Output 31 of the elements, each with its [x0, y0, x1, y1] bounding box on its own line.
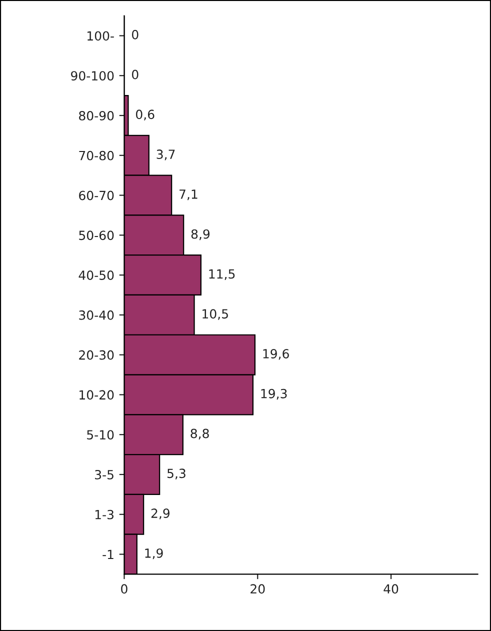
data-label: 10,5 — [202, 309, 228, 320]
data-label: 19,6 — [263, 348, 289, 360]
data-label: 0 — [132, 70, 138, 80]
x-tick-label: 20 — [250, 584, 265, 594]
data-label: 5,3 — [167, 468, 186, 480]
y-tick-label: 20-30 — [79, 350, 114, 360]
data-label: 1,9 — [145, 548, 163, 560]
y-tick-label: 70-80 — [79, 150, 114, 160]
y-tick-label: -1 — [102, 550, 114, 560]
y-tick-label: 40-50 — [78, 270, 114, 280]
y-tick-label: 60-70 — [79, 190, 114, 200]
x-tick-label: 40 — [384, 584, 398, 594]
y-tick-label: 80-90 — [79, 110, 114, 120]
y-tick-label: 3-5 — [95, 470, 114, 480]
data-label: 3,7 — [156, 150, 175, 160]
x-tick-label: 0 — [121, 584, 128, 594]
data-label: 19,3 — [261, 388, 287, 400]
y-tick-label: 5-10 — [87, 430, 114, 440]
data-label: 8,8 — [190, 428, 209, 440]
y-tick-label: 10-20 — [80, 390, 114, 400]
data-label: 2,9 — [151, 508, 170, 520]
y-tick-label: 90-100 — [71, 71, 114, 81]
data-label: 0,6 — [136, 110, 154, 120]
data-label: 8,9 — [191, 229, 210, 240]
y-tick-label: 100- — [88, 31, 114, 41]
y-tick-label: 30-40 — [79, 310, 114, 320]
data-label: 0 — [132, 30, 138, 40]
y-tick-label: 1-3 — [95, 510, 114, 520]
data-label: 11,5 — [209, 269, 235, 280]
data-label: 7,1 — [180, 190, 198, 200]
y-tick-label: 50-60 — [79, 230, 114, 240]
